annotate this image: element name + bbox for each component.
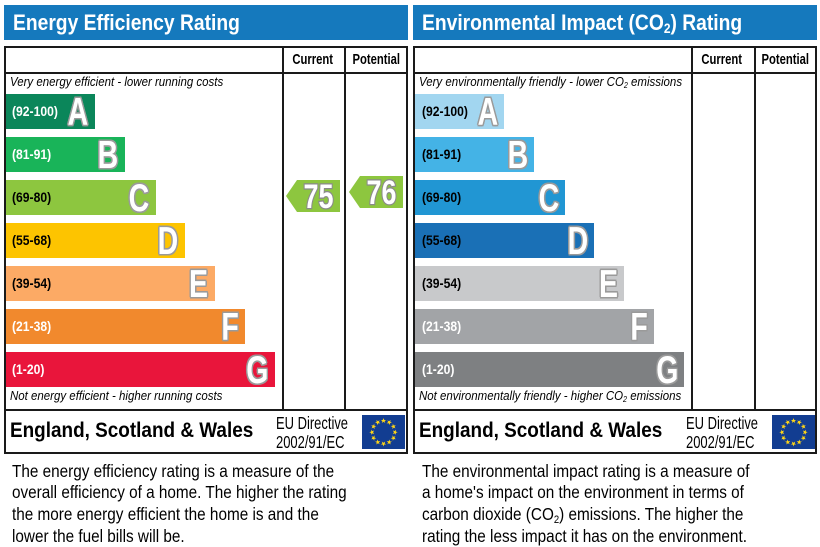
svg-text:76: 76 [367,176,397,208]
svg-text:75: 75 [304,180,334,212]
